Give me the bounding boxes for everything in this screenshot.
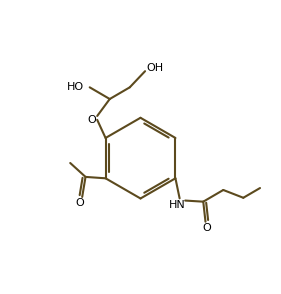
Text: HO: HO	[67, 82, 84, 92]
Text: O: O	[75, 198, 84, 208]
Text: O: O	[88, 115, 97, 125]
Text: HN: HN	[169, 200, 186, 210]
Text: O: O	[203, 223, 211, 233]
Text: OH: OH	[146, 64, 163, 74]
